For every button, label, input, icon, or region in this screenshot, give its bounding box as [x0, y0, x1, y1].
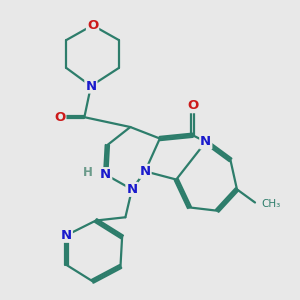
Text: H: H	[83, 167, 93, 179]
Text: O: O	[187, 99, 198, 112]
Text: N: N	[85, 80, 97, 92]
Text: CH₃: CH₃	[261, 199, 280, 209]
Text: N: N	[200, 135, 211, 148]
Text: N: N	[126, 183, 137, 196]
Text: O: O	[54, 111, 65, 124]
Text: O: O	[87, 19, 98, 32]
Text: N: N	[140, 165, 151, 178]
Text: N: N	[61, 229, 72, 242]
Text: N: N	[100, 168, 111, 181]
